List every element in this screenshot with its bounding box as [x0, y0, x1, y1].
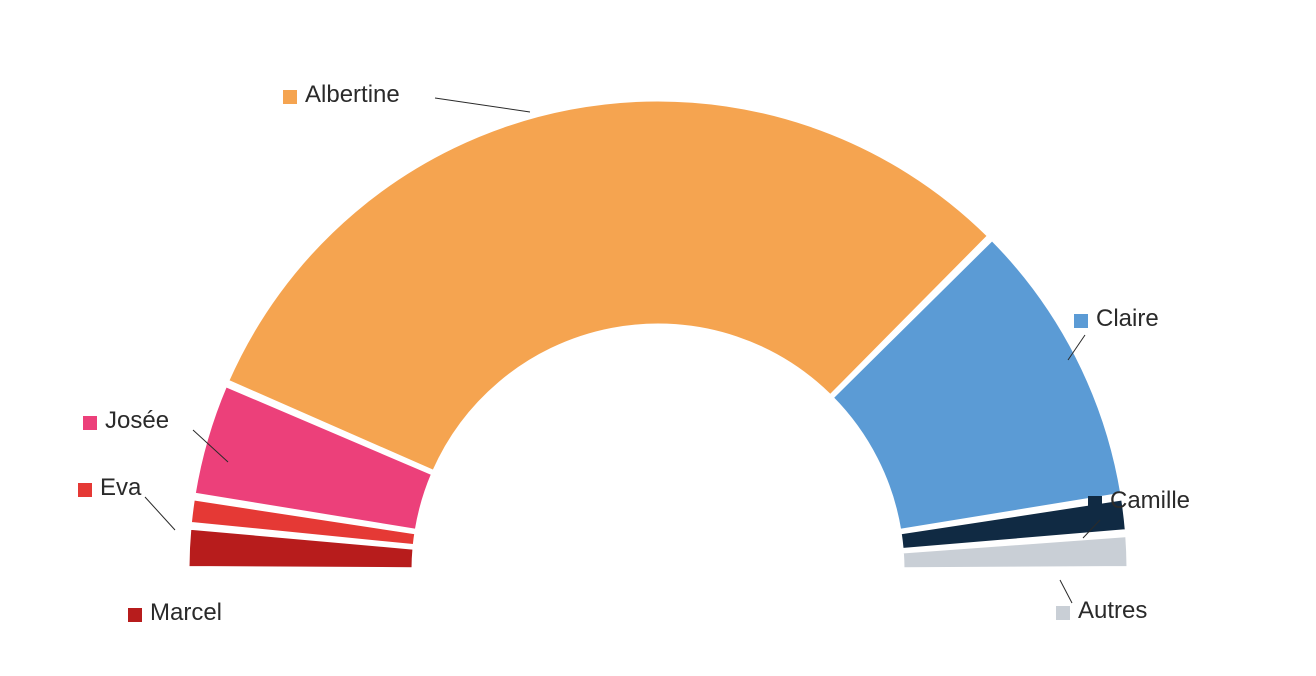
leader-autres [1060, 580, 1072, 603]
swatch-autres [1056, 606, 1070, 620]
leader-eva [145, 497, 175, 530]
swatch-josée [83, 416, 97, 430]
swatch-claire [1074, 314, 1088, 328]
swatch-albertine [283, 90, 297, 104]
swatch-marcel [128, 608, 142, 622]
label-claire: Claire [1096, 305, 1159, 332]
swatch-camille [1088, 496, 1102, 510]
label-albertine: Albertine [305, 81, 400, 108]
label-autres: Autres [1078, 597, 1147, 624]
label-eva: Eva [100, 474, 142, 501]
leader-albertine [435, 98, 530, 112]
swatch-eva [78, 483, 92, 497]
label-marcel: Marcel [150, 599, 222, 626]
label-josée: Josée [105, 407, 169, 434]
half-donut-chart: Marcel Eva Josée Albertine Claire Camille Autr… [0, 0, 1316, 676]
label-camille: Camille [1110, 487, 1190, 514]
